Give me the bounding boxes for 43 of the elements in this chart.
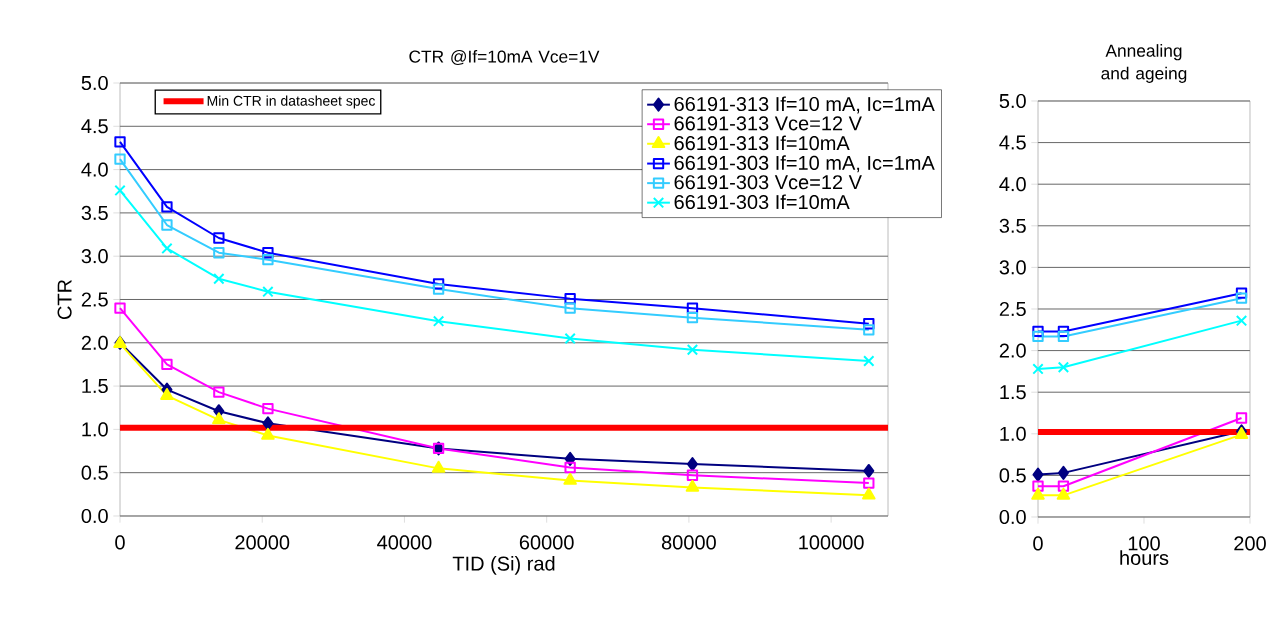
y-tick-label: 4.0 [999,177,1026,192]
y-tick-label: 2.5 [999,301,1026,317]
y-tick-label: 3.5 [81,205,108,220]
x-tick-label: 100 [1128,536,1160,551]
y-tick-label: 0.5 [999,468,1026,483]
x-axis-title: hours [1120,550,1169,566]
y-tick-label: 1.0 [1000,426,1026,441]
y-tick-label: 1.0 [82,422,108,437]
legend-label: Min CTR in datasheet spec [207,95,376,109]
y-tick-label: 0.5 [81,465,108,480]
x-tick-label: 0 [115,535,125,550]
y-tick-label: 3.0 [81,249,108,264]
legend-label: 66191-303 If=10mA [674,194,850,210]
y-tick-label: 0.0 [81,508,108,524]
y-tick-label: 5.0 [81,75,108,91]
legend-label: 66191-313 If=10mA [674,135,850,151]
y-axis-title: CTR [57,279,72,320]
y-tick-label: 3.0 [999,260,1026,275]
x-tick-label: 0 [1033,536,1043,551]
legend-label: 66191-313 If=10 mA, Ic=1mA [674,96,935,114]
x-tick-label: 40000 [377,535,432,550]
x-tick-label: 20000 [235,535,290,550]
y-tick-label: 2.0 [999,343,1026,358]
legend-label: 66191-313 Vce=12 V [674,116,862,131]
x-axis-title: TID (Si) rad [452,556,555,575]
x-tick-label: 80000 [661,535,716,550]
chart-title: CTR @If=10mA Vce=1V [409,49,600,65]
y-tick-label: 4.0 [81,162,108,177]
chart-title: Annealing and ageing [1101,44,1187,83]
y-tick-label: 2.0 [81,335,108,350]
y-tick-label: 5.0 [999,93,1026,109]
x-tick-label: 200 [1234,536,1266,551]
y-tick-label: 2.5 [81,292,108,307]
y-tick-label: 4.5 [999,135,1026,150]
x-tick-label: 60000 [519,535,574,550]
y-tick-label: 4.5 [81,119,108,134]
y-tick-label: 1.5 [1000,385,1026,400]
legend-label: 66191-303 If=10 mA, Ic=1mA [674,155,935,173]
y-tick-label: 3.5 [999,218,1026,233]
legend-label: 66191-303 Vce=12 V [674,175,862,190]
y-tick-label: 0.0 [999,509,1026,525]
x-tick-label: 100000 [799,535,864,550]
y-tick-label: 1.5 [82,379,108,394]
